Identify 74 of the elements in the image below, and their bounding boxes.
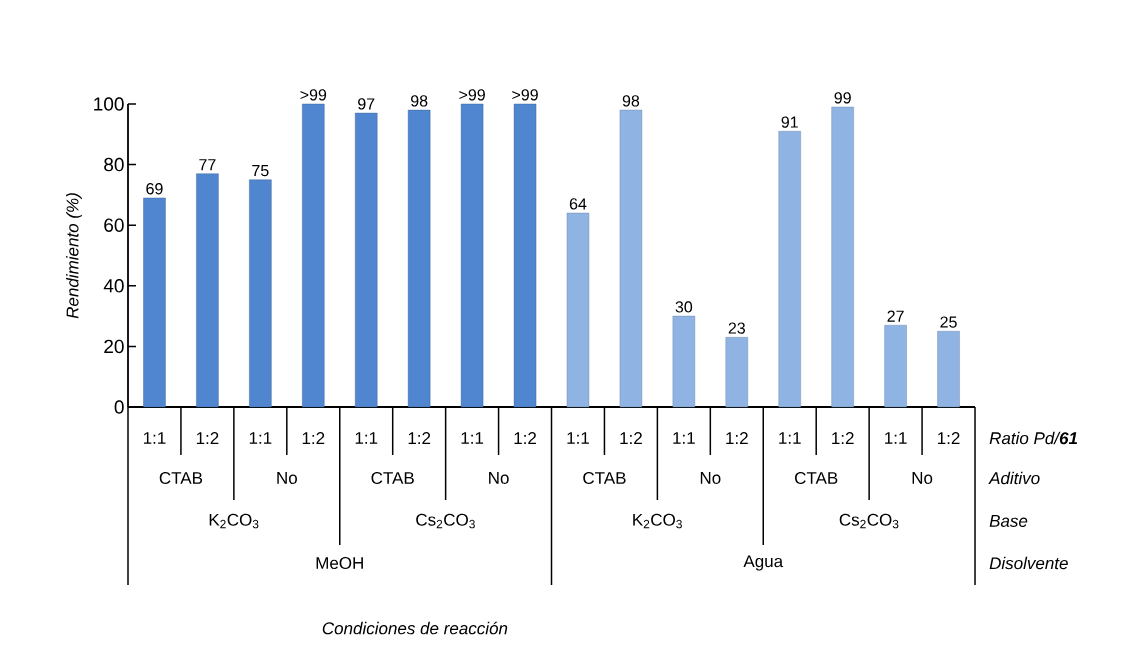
- text: No: [700, 472, 721, 484]
- bar: [937, 331, 960, 408]
- bar: [407, 109, 431, 408]
- text: MeOH: [316, 556, 363, 570]
- y-tick-label: 20: [104, 339, 124, 354]
- data-label: >99: [512, 89, 538, 101]
- x-tick-label: 1:2: [620, 432, 642, 444]
- bar: [619, 109, 643, 408]
- bar: [725, 337, 748, 408]
- data-label: 23: [728, 322, 745, 334]
- data-label: 75: [252, 165, 269, 177]
- y-tick-label: 40: [103, 279, 124, 293]
- data-label: 77: [199, 159, 216, 171]
- data-label: >99: [300, 89, 327, 101]
- bar: [831, 106, 854, 408]
- text: Cs$_{2}$CO$_{3}$: [416, 513, 475, 529]
- text: CTAB: [159, 471, 203, 485]
- text: K$_{2}$CO$_{3}$: [633, 513, 682, 529]
- data-label: 30: [675, 301, 693, 313]
- y-tick-label: 60: [104, 218, 124, 232]
- bar: [778, 131, 801, 408]
- x-tick-label: 1:1: [355, 432, 378, 444]
- bar: [196, 173, 219, 408]
- data-label: 97: [358, 98, 375, 110]
- data-label: 69: [146, 183, 163, 195]
- data-label: 64: [569, 198, 587, 210]
- data-label: 25: [940, 316, 957, 328]
- x-tick-label: 1:2: [832, 432, 854, 444]
- x-tick-label: 1:2: [302, 432, 325, 444]
- x-tick-label: 1:1: [779, 432, 801, 444]
- bar: [143, 197, 166, 408]
- y-tick-label: 100: [94, 97, 124, 111]
- x-tick-label: 1:1: [461, 432, 484, 444]
- text: No: [912, 472, 933, 484]
- text: Disolvente: [989, 556, 1068, 570]
- x-tick-label: 1:1: [673, 432, 695, 444]
- x-tick-label: 1:2: [514, 432, 536, 444]
- x-tick-label: 1:1: [143, 432, 166, 444]
- text: Base: [989, 515, 1028, 527]
- x-tick-label: 1:1: [567, 432, 589, 444]
- bar: [566, 212, 590, 408]
- text: Agua: [743, 555, 784, 571]
- bar: [302, 103, 325, 408]
- y-tick-label: 80: [104, 157, 124, 172]
- text: Cs$_{2}$CO$_{3}$: [839, 513, 899, 529]
- x-tick-label: 1:2: [726, 432, 748, 444]
- text: K$_{2}$CO$_{3}$: [209, 513, 259, 529]
- data-label: 27: [887, 310, 904, 322]
- data-label: 99: [834, 92, 851, 104]
- text: No: [489, 472, 509, 484]
- bar: [355, 112, 378, 408]
- bar: [884, 324, 907, 408]
- bar: [460, 103, 484, 408]
- text: Condiciones de reacción: [322, 621, 508, 635]
- data-label: 98: [411, 95, 428, 107]
- x-tick-label: 1:1: [249, 432, 272, 444]
- bar: [513, 103, 537, 408]
- text: CTAB: [795, 471, 838, 485]
- x-tick-label: 1:2: [196, 432, 219, 444]
- y-tick-label: 0: [114, 400, 124, 414]
- data-label: 98: [622, 95, 640, 107]
- data-label: >99: [459, 89, 485, 101]
- y-axis-title: Rendimiento (%): [66, 193, 82, 319]
- bar: [672, 315, 696, 408]
- text: Ratio Pd/61: [989, 431, 1078, 445]
- x-tick-label: 1:2: [408, 432, 431, 444]
- text: CTAB: [371, 471, 414, 485]
- text: Aditivo: [988, 471, 1040, 485]
- text: No: [277, 472, 297, 484]
- data-label: 91: [781, 116, 798, 128]
- text: CTAB: [583, 471, 626, 485]
- x-tick-label: 1:2: [938, 432, 960, 444]
- bar: [249, 179, 272, 408]
- x-tick-label: 1:1: [885, 432, 907, 444]
